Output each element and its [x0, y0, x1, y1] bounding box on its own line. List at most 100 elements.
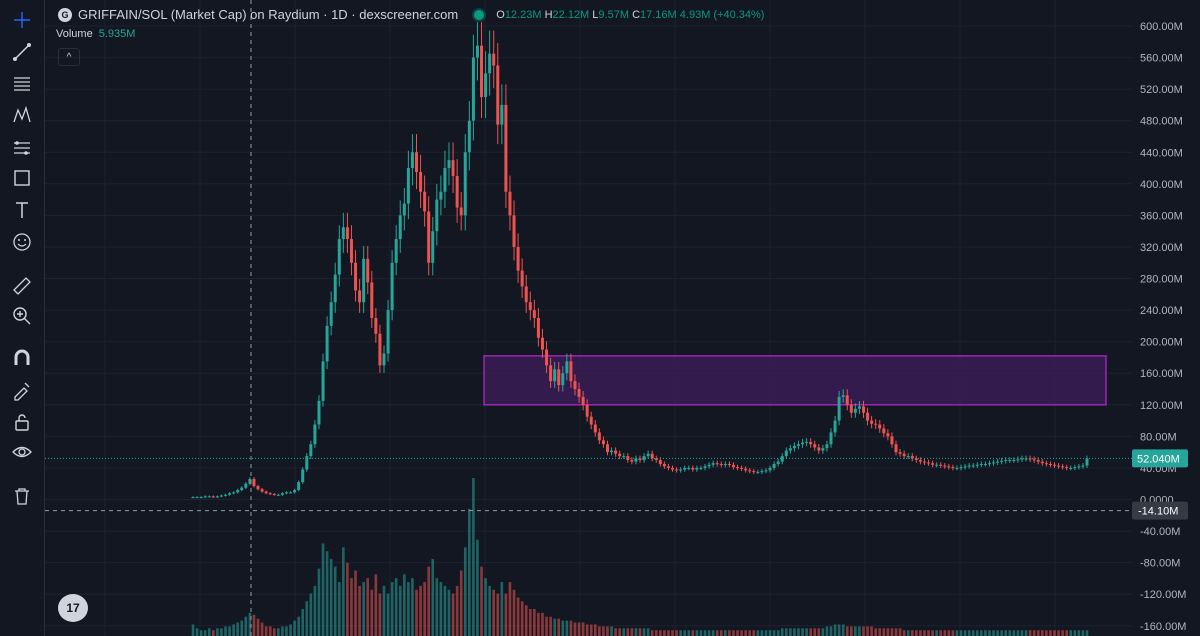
chevron-up-icon[interactable]: ^ [58, 48, 80, 66]
trash-tool[interactable] [6, 482, 38, 510]
volume-bar [451, 593, 455, 636]
volume-bar [268, 626, 272, 636]
volume-bar [699, 630, 703, 636]
zoom-tool[interactable] [6, 302, 38, 330]
candle-body [646, 453, 650, 457]
volume-bar [756, 630, 760, 636]
volume-bar [411, 578, 414, 636]
volume-bar [447, 589, 451, 636]
volume-bar [244, 616, 248, 636]
candle-body [959, 467, 963, 469]
price-tick-label: -160.00M [1140, 621, 1186, 633]
volume-bar [252, 614, 256, 636]
volume-bar [492, 589, 496, 636]
volume-bar [415, 589, 418, 636]
volume-bar [1085, 630, 1089, 636]
volume-bar [740, 630, 743, 636]
highlight-zone[interactable] [483, 355, 1107, 406]
rectangle-icon [14, 170, 30, 186]
candle-body [1008, 460, 1012, 462]
volume-bar [350, 578, 353, 636]
magnet-tool[interactable] [6, 344, 38, 372]
candle-body [906, 456, 910, 458]
text-tool[interactable] [6, 196, 38, 224]
magnet-icon [14, 349, 30, 365]
candle-body [1032, 459, 1036, 461]
candle-body [325, 325, 329, 362]
candle-body [601, 440, 605, 445]
ruler-tool[interactable] [6, 272, 38, 300]
candle-body [1020, 458, 1024, 460]
volume-bar [667, 630, 670, 636]
volume-bar [801, 628, 804, 636]
volume-bar [358, 585, 361, 636]
candle-body [870, 420, 874, 424]
volume-bar [455, 585, 459, 636]
volume-bar [878, 628, 882, 636]
volume-bar [488, 585, 491, 636]
candle-body [630, 460, 634, 462]
candle-body [618, 453, 622, 457]
pattern-tool[interactable] [6, 102, 38, 130]
volume-bar [683, 630, 686, 636]
volume-bar [610, 626, 613, 636]
volume-bar [342, 547, 345, 636]
horizontal-lines-tool[interactable] [6, 70, 38, 98]
volume-bar [248, 612, 252, 636]
candle-body [349, 239, 353, 263]
candle-body [459, 207, 463, 216]
price-axis[interactable]: 600.00M 560.00M 520.00M 480.00M 440.00M 400.0… [1132, 0, 1200, 636]
eye-tool[interactable] [6, 438, 38, 466]
volume-bar [472, 478, 475, 636]
volume-bar [285, 626, 288, 636]
candle-body [752, 471, 756, 473]
volume-bar [382, 585, 386, 636]
fib-tool[interactable] [6, 134, 38, 162]
candle-body [1024, 458, 1028, 460]
candle-body [748, 470, 752, 472]
volume-bar [557, 618, 561, 636]
volume-bar [293, 620, 296, 636]
candle-body [1012, 460, 1016, 462]
lock-drawing-icon [14, 382, 30, 401]
candle-body [610, 450, 614, 453]
candle-body [813, 444, 817, 448]
volume-bar [346, 562, 349, 636]
volume-bar [240, 620, 244, 636]
trend-line-tool[interactable] [6, 38, 38, 66]
emoji-tool[interactable] [6, 228, 38, 256]
volume-bar [390, 582, 394, 636]
volume-bar [874, 628, 877, 636]
volume-bar [646, 628, 650, 636]
lock-drawing-tool[interactable] [6, 376, 38, 404]
candle-body [207, 496, 211, 498]
lock-tool[interactable] [6, 408, 38, 436]
candle-body [638, 458, 642, 461]
ruler-icon [13, 277, 31, 295]
volume-bar [337, 582, 341, 636]
crosshair-tool[interactable] [6, 6, 38, 34]
volume-bar [642, 628, 646, 636]
candle-body [1061, 466, 1065, 468]
candle-body [236, 490, 240, 493]
chart-plot[interactable] [45, 0, 1132, 636]
candle-body [593, 424, 597, 433]
volume-bar [675, 630, 678, 636]
candle-body [195, 497, 199, 499]
volume-bar [516, 597, 520, 636]
candle-body [1085, 458, 1089, 466]
candle-body [248, 478, 252, 484]
fib-icon [14, 141, 30, 155]
volume-bar [959, 630, 963, 636]
candle-body [857, 406, 861, 409]
candle-body [662, 463, 666, 467]
last-price-label: 52.040M [1137, 453, 1180, 465]
volume-bar [951, 630, 955, 636]
candle-body [796, 444, 800, 446]
candle-body [687, 467, 691, 469]
candle-body [406, 168, 410, 204]
candle-body [642, 456, 646, 461]
volume-bar [309, 593, 313, 636]
volume-bar [996, 630, 999, 636]
rectangle-tool[interactable] [6, 164, 38, 192]
